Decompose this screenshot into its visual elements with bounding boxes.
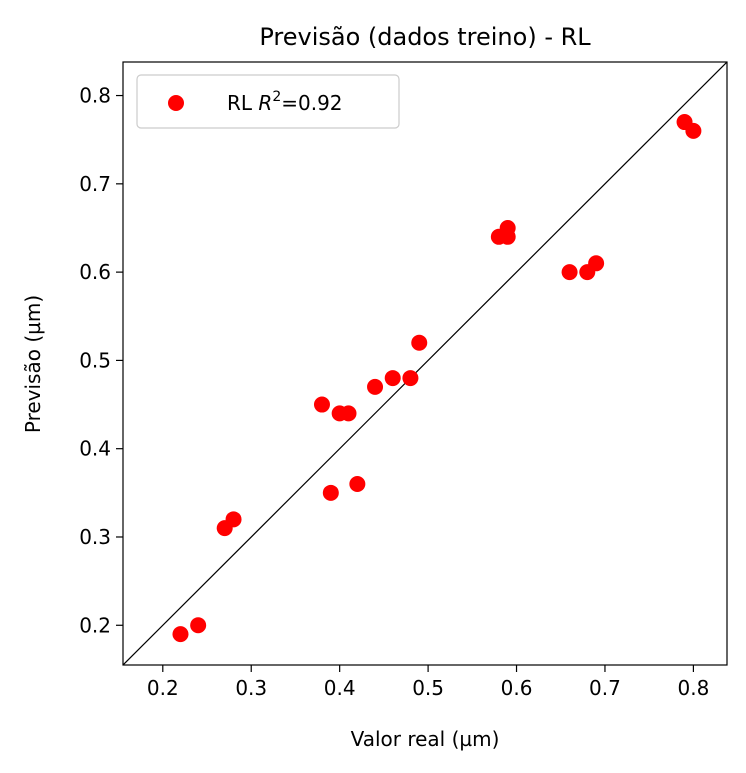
data-point [349,476,366,493]
data-point [402,370,419,387]
data-point [588,255,605,272]
y-tick-label: 0.2 [79,613,111,637]
y-tick-label: 0.3 [79,525,111,549]
data-point [367,378,384,395]
y-axis-label: Previsão (µm) [21,295,45,433]
y-tick-label: 0.8 [79,84,111,108]
x-axis-label: Valor real (µm) [351,727,500,751]
legend-label-var: R [258,91,272,115]
plot-area [123,62,727,665]
data-point [340,405,357,422]
x-tick-label: 0.3 [235,676,267,700]
x-tick-label: 0.5 [412,676,444,700]
legend-box [136,74,400,129]
x-tick-label: 0.4 [324,676,356,700]
data-point [225,511,242,528]
data-point [322,484,339,501]
data-point [384,370,401,387]
legend-label: RL R2=0.92 [227,89,343,115]
legend-label-suffix: =0.92 [281,91,342,115]
y-axis: 0.2 0.3 0.4 0.5 0.6 0.7 0.8 [79,84,123,637]
legend-marker [168,95,184,111]
data-point [190,617,207,634]
identity-line [123,62,727,665]
data-point [561,264,578,281]
data-point [313,396,330,413]
plot-frame [122,61,728,666]
y-tick-label: 0.7 [79,172,111,196]
data-point [499,219,516,236]
x-tick-label: 0.2 [147,676,179,700]
x-tick-label: 0.7 [589,676,621,700]
legend-label-sup: 2 [272,89,281,105]
chart-title: Previsão (dados treino) - RL [259,23,591,51]
data-point [411,334,428,351]
data-point [685,122,702,139]
y-tick-label: 0.6 [79,260,111,284]
y-tick-label: 0.4 [79,437,111,461]
y-tick-label: 0.5 [79,348,111,372]
x-tick-label: 0.8 [677,676,709,700]
x-tick-label: 0.6 [501,676,533,700]
legend: RL R2=0.92 [136,74,400,129]
x-axis: 0.2 0.3 0.4 0.5 0.6 0.7 0.8 [147,665,709,700]
data-point [172,626,189,643]
legend-label-prefix: RL [227,91,258,115]
